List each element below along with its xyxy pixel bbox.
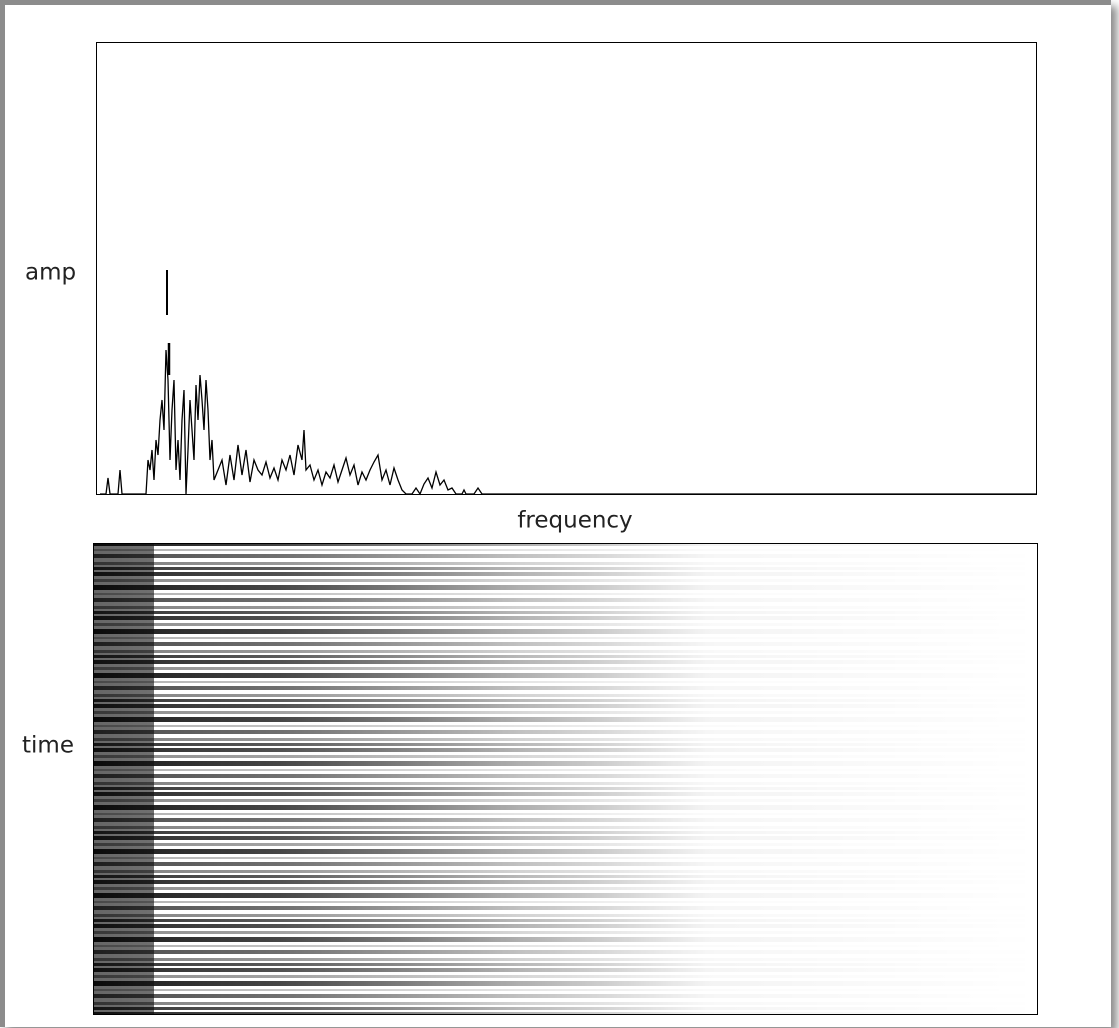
x-axis-label: frequency xyxy=(517,508,632,534)
spectrogram-box xyxy=(93,543,1038,1015)
y-axis-label: amp xyxy=(25,260,76,286)
y-axis-label: time xyxy=(22,733,74,759)
spectrum-trace xyxy=(100,349,1036,496)
spectrum-box xyxy=(96,42,1037,495)
spectrogram xyxy=(94,544,1038,1015)
